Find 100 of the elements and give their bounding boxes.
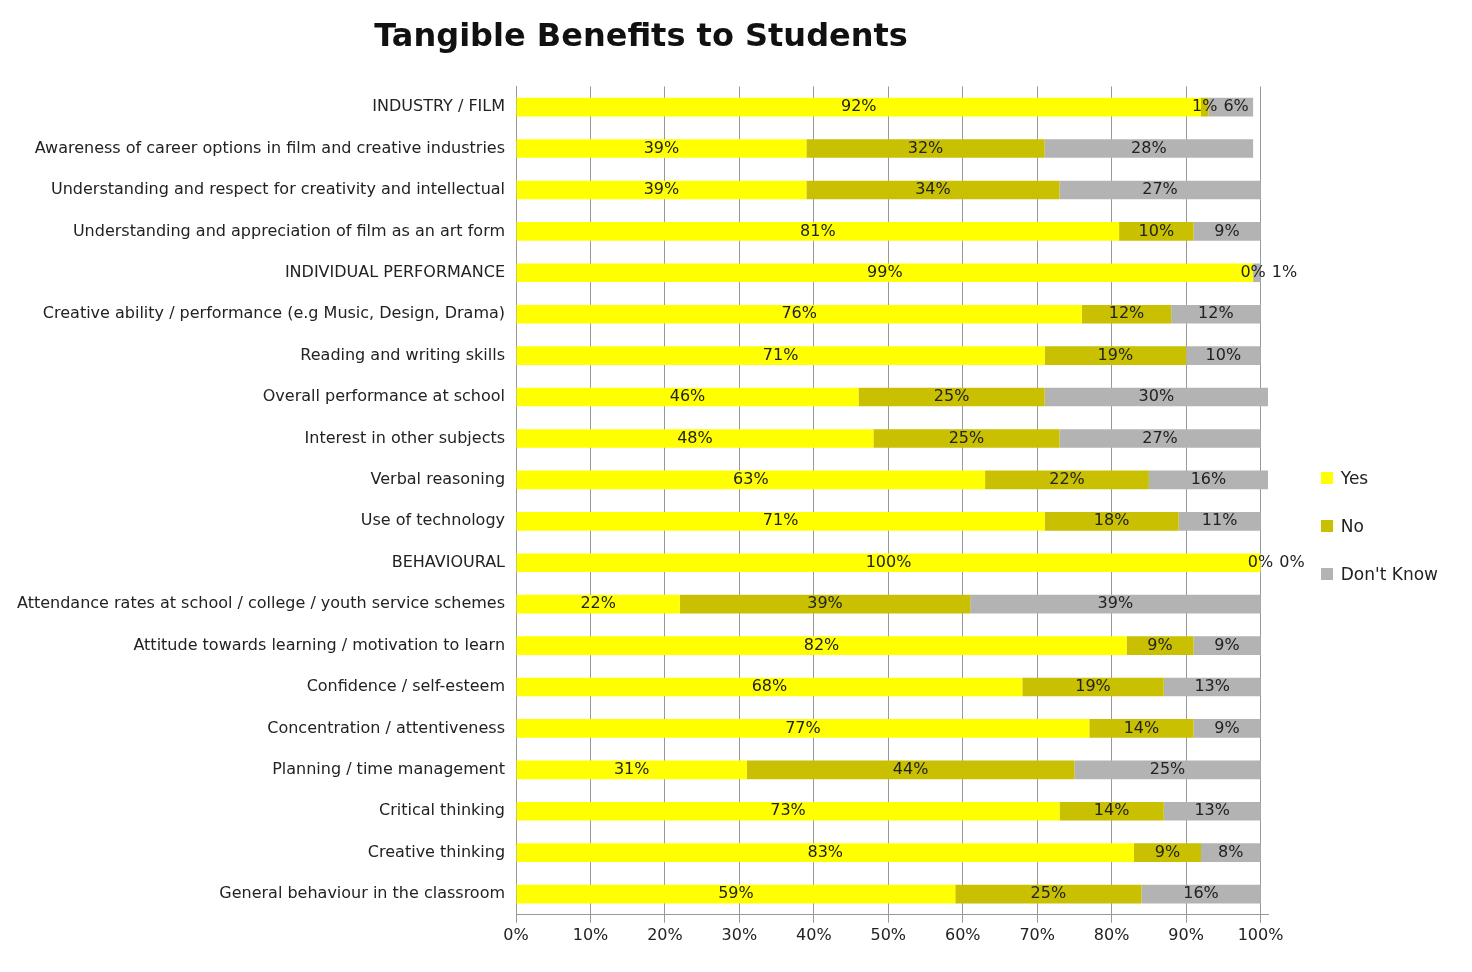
legend-label: Yes xyxy=(1340,468,1369,488)
data-label: 59% xyxy=(718,883,754,903)
bar xyxy=(1074,760,1261,780)
data-label: 27% xyxy=(1142,427,1178,447)
bar xyxy=(516,139,807,158)
legend-label: Don't Know xyxy=(1340,564,1438,584)
bar xyxy=(516,843,1134,862)
data-label: 19% xyxy=(1097,344,1134,364)
data-label: 82% xyxy=(803,634,840,654)
data-label: 12% xyxy=(1108,303,1145,323)
y-tick-label: Concentration / attentiveness xyxy=(267,717,506,737)
data-label: 32% xyxy=(907,137,944,157)
bar xyxy=(516,180,807,200)
y-tick-label: Verbal reasoning xyxy=(370,469,506,489)
data-label: 100% xyxy=(865,551,912,571)
data-label: 10% xyxy=(1138,220,1175,240)
data-label: 99% xyxy=(867,261,903,281)
bar xyxy=(516,760,747,780)
data-label: 1% xyxy=(1271,261,1298,281)
bar xyxy=(1044,139,1254,158)
legend-label: No xyxy=(1340,516,1364,536)
bar xyxy=(1089,719,1194,738)
x-tick-label: 90% xyxy=(1168,924,1204,944)
data-label: 71% xyxy=(762,510,799,530)
bar xyxy=(516,511,1045,531)
bar xyxy=(1178,511,1261,531)
x-tick-label: 70% xyxy=(1019,924,1055,944)
data-label: 9% xyxy=(1214,717,1240,737)
x-tick-label: 10% xyxy=(572,924,609,944)
bar xyxy=(806,139,1045,158)
data-label: 10% xyxy=(1205,344,1242,364)
data-label: 48% xyxy=(677,427,713,447)
data-label: 9% xyxy=(1154,841,1181,861)
bar xyxy=(1044,511,1179,531)
x-tick-label: 100% xyxy=(1237,924,1284,944)
data-label: 25% xyxy=(948,427,985,447)
y-tick-label: Use of technology xyxy=(360,510,506,530)
data-label: 28% xyxy=(1131,137,1167,157)
data-label: 14% xyxy=(1123,717,1160,737)
bar xyxy=(1044,346,1187,365)
data-label: 81% xyxy=(800,220,836,240)
bar xyxy=(1163,801,1261,821)
bar xyxy=(679,594,971,614)
data-label: 39% xyxy=(643,137,680,157)
data-label: 39% xyxy=(643,179,680,199)
y-tick-label: Interest in other subjects xyxy=(304,427,506,447)
data-label: 76% xyxy=(781,303,817,323)
x-tick-label: 50% xyxy=(870,924,907,944)
y-tick-label: INDUSTRY / FILM xyxy=(372,96,506,116)
bar xyxy=(516,677,1023,697)
y-tick-label: Critical thinking xyxy=(378,800,506,820)
x-tick-label: 60% xyxy=(944,924,981,944)
x-tick-label: 0% xyxy=(503,924,529,944)
y-tick-label: Understanding and appreciation of film as an art form xyxy=(72,220,506,240)
data-label: 44% xyxy=(892,758,929,778)
data-label: 39% xyxy=(1097,593,1134,613)
bar xyxy=(516,387,859,407)
bar xyxy=(955,884,1142,904)
x-tick-label: 20% xyxy=(647,924,683,944)
bar xyxy=(516,801,1060,821)
bar xyxy=(1044,387,1268,407)
bar xyxy=(1059,429,1261,448)
bar xyxy=(516,429,874,448)
data-label: 8% xyxy=(1218,841,1244,861)
data-label: 14% xyxy=(1093,800,1130,820)
y-tick-label: Confidence / self-esteem xyxy=(306,676,506,696)
data-label: 25% xyxy=(933,386,970,406)
data-label: 83% xyxy=(807,841,844,861)
y-tick-label: General behaviour in the classroom xyxy=(219,883,506,903)
bar xyxy=(858,387,1045,407)
y-tick-label: Reading and writing skills xyxy=(300,344,506,364)
bar xyxy=(516,222,1120,241)
data-label: 12% xyxy=(1198,303,1234,323)
bar xyxy=(516,346,1045,365)
data-label: 25% xyxy=(1149,758,1186,778)
data-label: 16% xyxy=(1183,883,1219,903)
data-label: 63% xyxy=(733,469,769,489)
data-label: 71% xyxy=(762,344,799,364)
x-tick-label: 30% xyxy=(721,924,758,944)
data-label: 9% xyxy=(1147,634,1173,654)
bar xyxy=(806,180,1060,200)
bar xyxy=(746,760,1075,780)
bar xyxy=(516,470,986,490)
chart-title: Tangible Benefits to Students xyxy=(374,15,908,54)
bar xyxy=(516,636,1127,655)
data-label: 31% xyxy=(613,758,650,778)
y-tick-label: Attendance rates at school / college / youth service schemes xyxy=(17,593,506,613)
data-label: 9% xyxy=(1214,220,1240,240)
data-label: 22% xyxy=(580,593,616,613)
data-label: 73% xyxy=(770,800,806,820)
data-label: 77% xyxy=(785,717,821,737)
data-label: 92% xyxy=(840,96,877,116)
bar xyxy=(873,429,1060,448)
bar xyxy=(516,594,680,614)
bar xyxy=(970,594,1261,614)
bar xyxy=(1081,304,1172,324)
data-label: 34% xyxy=(915,179,951,199)
data-label: 46% xyxy=(669,386,706,406)
data-label: 22% xyxy=(1049,469,1085,489)
bar xyxy=(516,884,956,904)
